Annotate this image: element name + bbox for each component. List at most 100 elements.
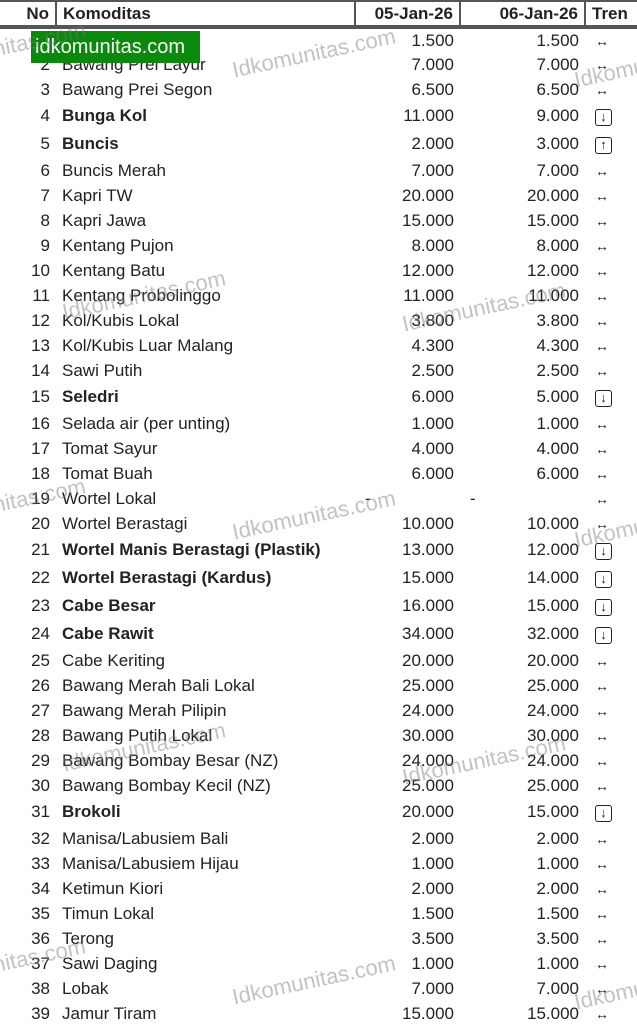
horizontal-arrow-icon: ↔ (595, 81, 609, 98)
trend-cell: ↔ (585, 436, 637, 461)
commodity-name: Kapri Jawa (62, 210, 147, 230)
price-date-1: 1.500 (411, 30, 454, 50)
commodity-name: Bawang Merah Pilipin (62, 700, 227, 720)
price-date-1: 25.000 (402, 775, 454, 795)
down-arrow-icon: ↓ (595, 599, 612, 616)
trend-cell: ↔ (585, 308, 637, 333)
down-arrow-icon: ↓ (595, 109, 612, 126)
price-date-2: 1.000 (536, 413, 579, 433)
price-date-1: 4.000 (411, 438, 454, 458)
trend-cell: ↔ (585, 183, 637, 208)
row-no: 5 (40, 134, 50, 153)
price-date-1: 24.000 (402, 700, 454, 720)
horizontal-arrow-icon: ↔ (595, 702, 609, 719)
price-date-1: 1.000 (411, 853, 454, 873)
commodity-name: Cabe Rawit (62, 624, 154, 643)
row-no: 3 (40, 79, 50, 99)
commodity-name: Cabe Besar (62, 596, 156, 615)
price-date-2: 8.000 (536, 235, 579, 255)
row-no: 34 (31, 878, 50, 898)
horizontal-arrow-icon: ↔ (595, 187, 609, 204)
table-row: 8 Kapri Jawa 15.000 15.000 ↔ (0, 208, 637, 233)
trend-cell: ↔ (585, 748, 637, 773)
table-row: 32 Manisa/Labusiem Bali 2.000 2.000 ↔ (0, 826, 637, 851)
trend-cell: ↓ (585, 383, 637, 411)
row-no: 8 (40, 210, 50, 230)
trend-cell: ↔ (585, 258, 637, 283)
trend-cell: ↔ (585, 826, 637, 851)
price-date-1: 6.000 (411, 387, 454, 406)
price-date-2: 6.000 (536, 463, 579, 483)
table-row: 14 Sawi Putih 2.500 2.500 ↔ (0, 358, 637, 383)
commodity-name: Kapri TW (62, 185, 133, 205)
horizontal-arrow-icon: ↔ (595, 237, 609, 254)
commodity-name: Kol/Kubis Lokal (62, 310, 180, 330)
table-row: 23 Cabe Besar 16.000 15.000 ↓ (0, 592, 637, 620)
price-date-1: 15.000 (402, 568, 454, 587)
horizontal-arrow-icon: ↔ (595, 362, 609, 379)
price-date-1: 8.000 (411, 235, 454, 255)
row-no: 28 (31, 725, 50, 745)
commodity-name: Kentang Probolinggo (62, 285, 221, 305)
price-date-2: 1.000 (536, 953, 579, 973)
trend-cell: ↔ (585, 698, 637, 723)
table-row: 1.500 1.500 ↔ (0, 27, 637, 52)
trend-cell: ↔ (585, 233, 637, 258)
commodity-name: Kentang Pujon (62, 235, 174, 255)
table-row: 13 Kol/Kubis Luar Malang 4.300 4.300 ↔ (0, 333, 637, 358)
table-row: 39 Jamur Tiram 15.000 15.000 ↔ (0, 1001, 637, 1026)
table-row: 34 Ketimun Kiori 2.000 2.000 ↔ (0, 876, 637, 901)
price-date-2: 7.000 (536, 978, 579, 998)
price-date-1: 16.000 (402, 596, 454, 615)
price-date-2: 12.000 (527, 260, 579, 280)
price-date-1: 20.000 (402, 185, 454, 205)
price-date-2: 7.000 (536, 160, 579, 180)
table-row: 21 Wortel Manis Berastagi (Plastik) 13.0… (0, 536, 637, 564)
row-no: 25 (31, 650, 50, 670)
row-no: 21 (31, 540, 50, 559)
trend-cell: ↔ (585, 158, 637, 183)
commodity-name: Wortel Lokal (62, 488, 157, 508)
table-row: 5 Buncis 2.000 3.000 ↑ (0, 130, 637, 158)
horizontal-arrow-icon: ↔ (595, 677, 609, 694)
row-no: 26 (31, 675, 50, 695)
trend-cell: ↓ (585, 620, 637, 648)
commodity-name: Bawang Bombay Kecil (NZ) (62, 775, 271, 795)
table-row: 7 Kapri TW 20.000 20.000 ↔ (0, 183, 637, 208)
table-row: 22 Wortel Berastagi (Kardus) 15.000 14.0… (0, 564, 637, 592)
row-no: 13 (31, 335, 50, 355)
trend-cell: ↔ (585, 52, 637, 77)
header-no: No (0, 0, 56, 29)
row-no: 17 (31, 438, 50, 458)
trend-cell: ↔ (585, 411, 637, 436)
commodity-name: Wortel Berastagi (Kardus) (62, 568, 272, 587)
row-no: 32 (31, 828, 50, 848)
table-row: 9 Kentang Pujon 8.000 8.000 ↔ (0, 233, 637, 258)
table-row: 6 Buncis Merah 7.000 7.000 ↔ (0, 158, 637, 183)
commodity-name: Bawang Prei Segon (62, 79, 213, 99)
price-date-1: 24.000 (402, 750, 454, 770)
down-arrow-icon: ↓ (595, 390, 612, 407)
commodity-name: Sawi Daging (62, 953, 158, 973)
price-date-2: 4.300 (536, 335, 579, 355)
price-date-2: 3.800 (536, 310, 579, 330)
table-row: 33 Manisa/Labusiem Hijau 1.000 1.000 ↔ (0, 851, 637, 876)
table-row: 17 Tomat Sayur 4.000 4.000 ↔ (0, 436, 637, 461)
table-row: 12 Kol/Kubis Lokal 3.800 3.800 ↔ (0, 308, 637, 333)
price-date-1: 30.000 (402, 725, 454, 745)
price-date-1: 3.800 (411, 310, 454, 330)
price-date-2: 6.500 (536, 79, 579, 99)
price-date-1: 34.000 (402, 624, 454, 643)
row-no: 16 (31, 413, 50, 433)
trend-cell: ↔ (585, 333, 637, 358)
row-no: 30 (31, 775, 50, 795)
trend-cell: ↑ (585, 130, 637, 158)
price-date-2: 15.000 (527, 210, 579, 230)
trend-cell: ↔ (585, 461, 637, 486)
down-arrow-icon: ↓ (595, 543, 612, 560)
row-no: 36 (31, 928, 50, 948)
horizontal-arrow-icon: ↔ (595, 515, 609, 532)
price-date-2: 1.000 (536, 853, 579, 873)
header-date-2: 06-Jan-26 (459, 0, 585, 29)
table-row: 19 Wortel Lokal - - ↔ (0, 486, 637, 511)
